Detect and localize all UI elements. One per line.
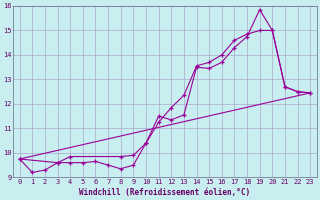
X-axis label: Windchill (Refroidissement éolien,°C): Windchill (Refroidissement éolien,°C) xyxy=(79,188,251,197)
